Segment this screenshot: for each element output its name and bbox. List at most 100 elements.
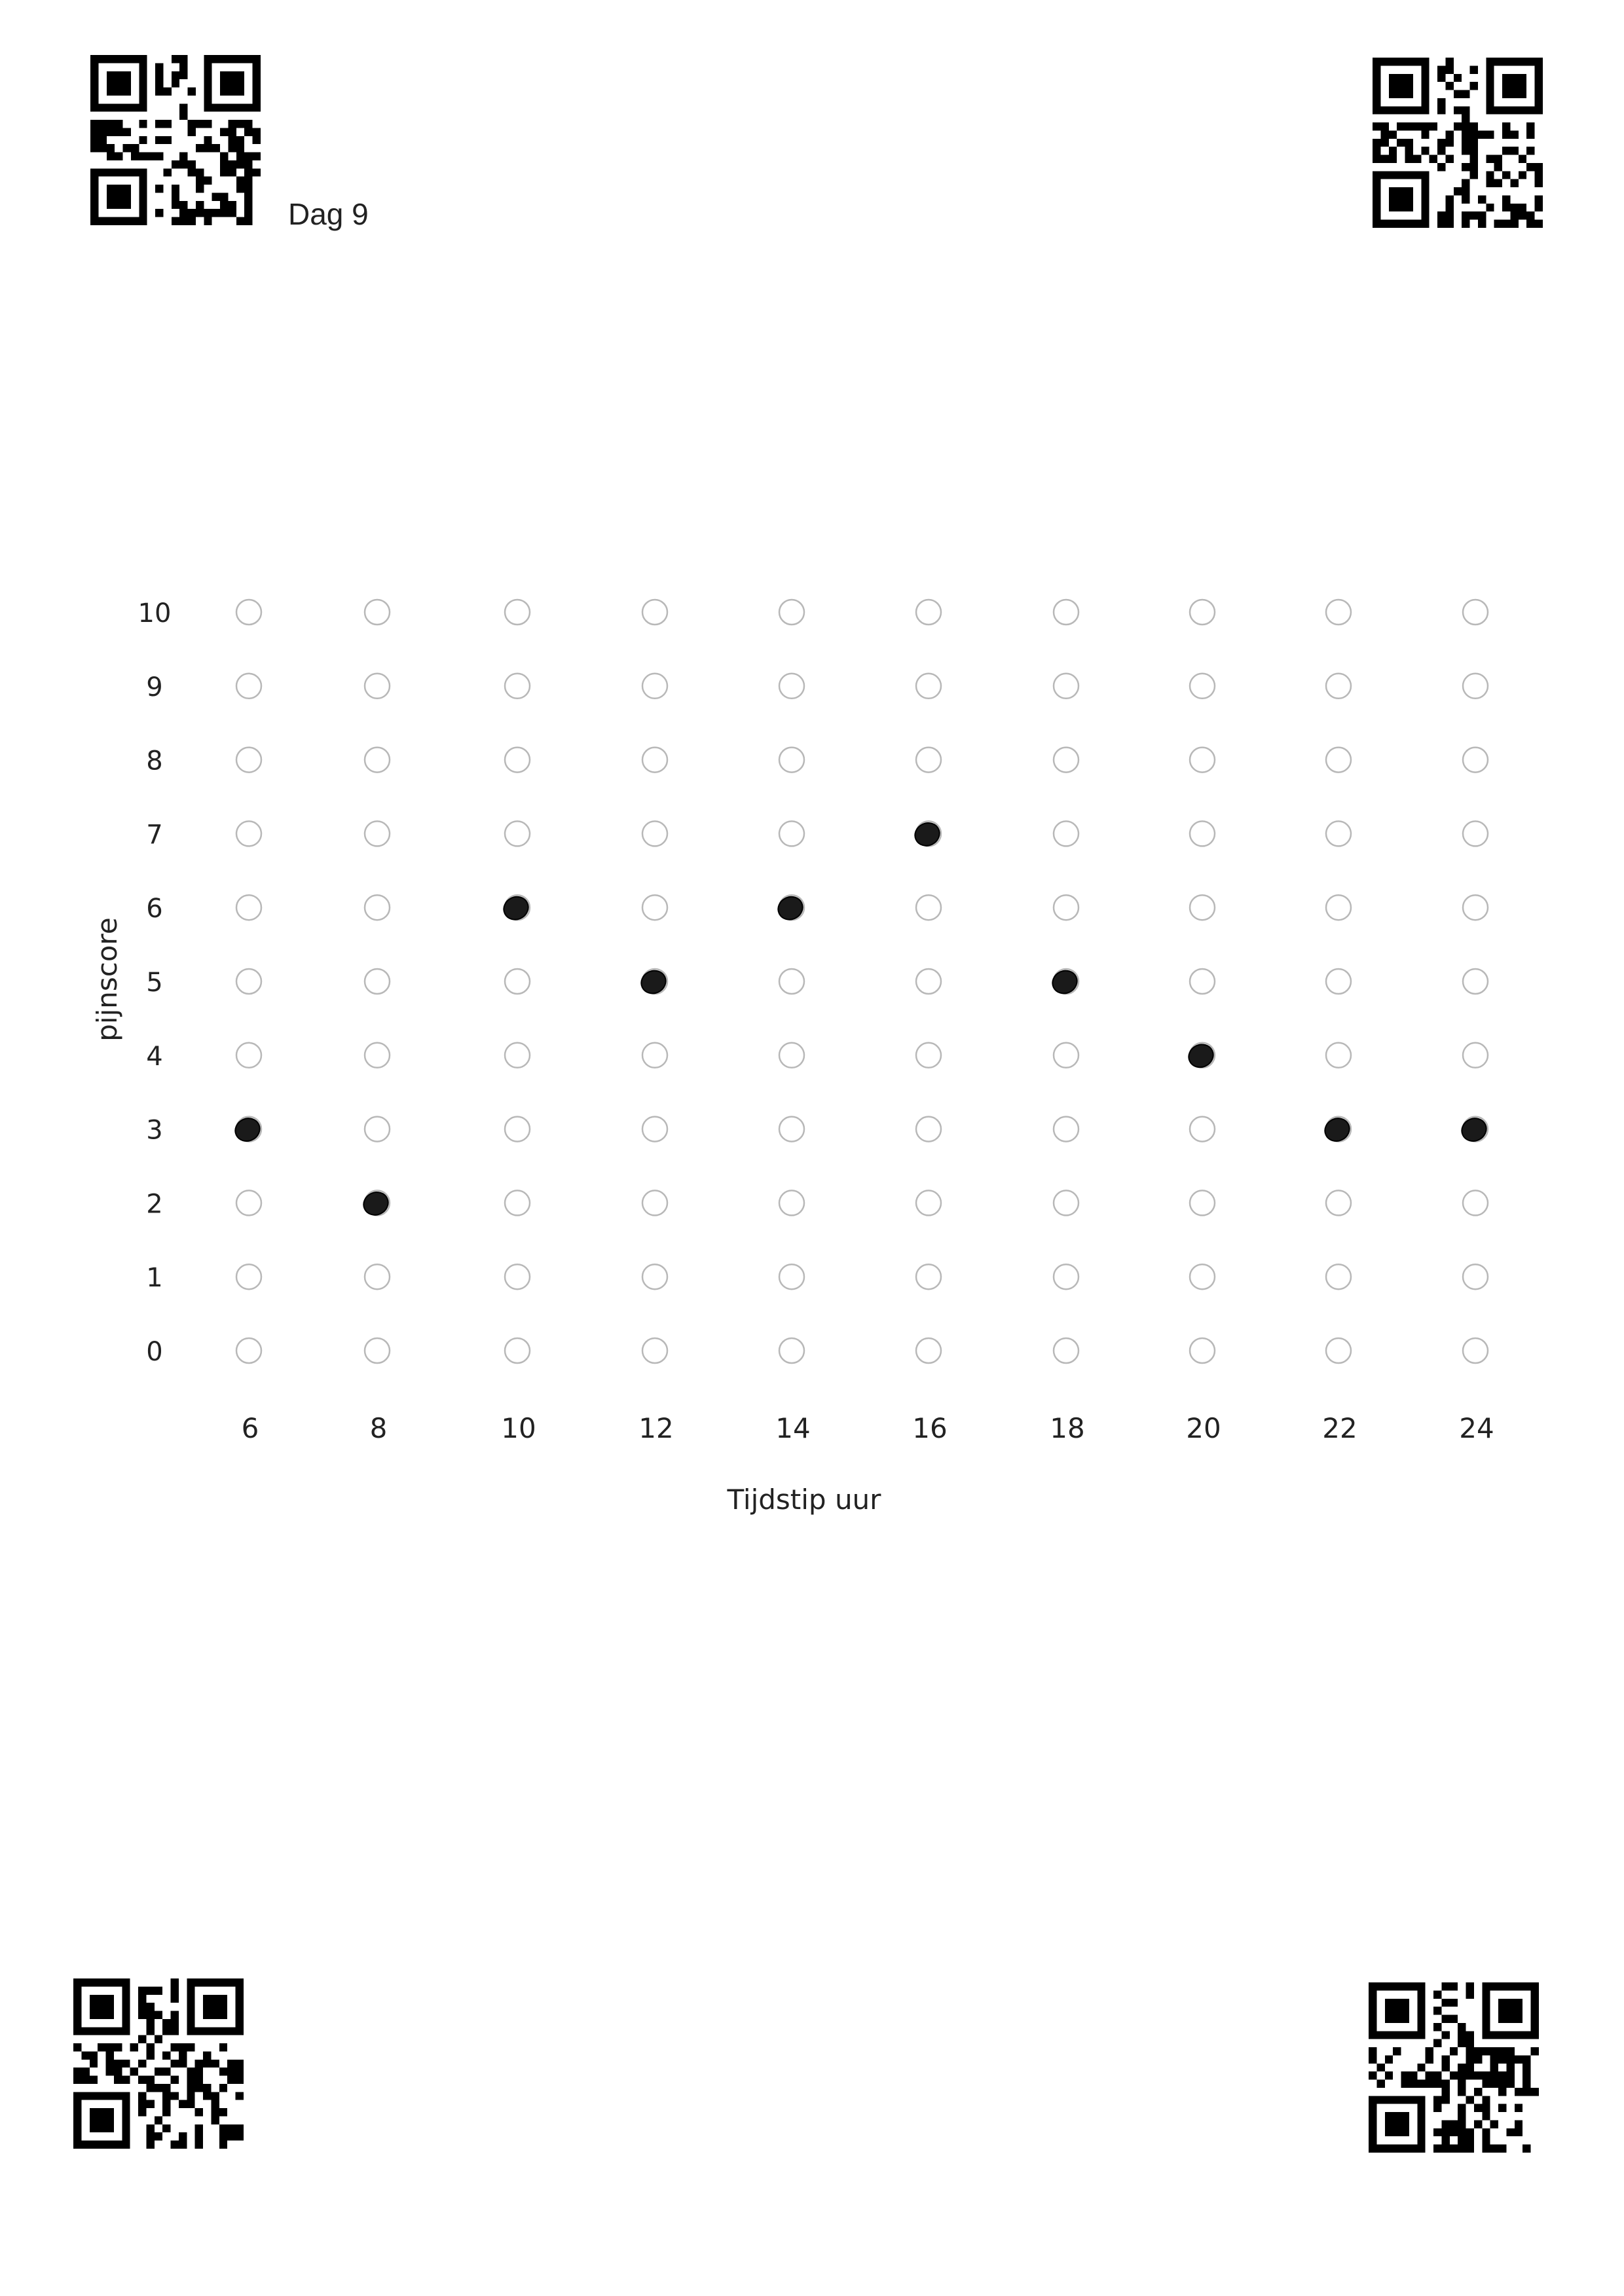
answer-circle — [1462, 820, 1489, 847]
answer-circle — [915, 1263, 942, 1290]
answer-circle — [1325, 894, 1352, 921]
data-points — [234, 822, 1487, 1216]
answer-circle — [778, 1337, 805, 1364]
answer-circle — [915, 1337, 942, 1364]
answer-circle — [235, 746, 263, 773]
answer-circle — [641, 894, 669, 921]
x-tick-label: 22 — [1322, 1412, 1357, 1444]
answer-circle — [1052, 1263, 1080, 1290]
answer-circle — [641, 1042, 669, 1069]
data-point — [777, 896, 803, 920]
answer-circle — [1325, 820, 1352, 847]
x-tick-label: 12 — [638, 1412, 673, 1444]
x-tick-label: 8 — [370, 1412, 388, 1444]
x-axis-ticks: 6 8 10 12 14 16 18 20 22 24 — [242, 1412, 1494, 1444]
answer-circle — [1189, 968, 1216, 995]
answer-circle — [363, 598, 391, 626]
answer-circle — [1325, 1190, 1352, 1216]
qr-code-bottom-left — [73, 1978, 244, 2149]
answer-circle — [363, 1337, 391, 1364]
y-tick-label: 7 — [146, 820, 162, 850]
answer-circle — [1052, 1042, 1080, 1069]
y-tick-label: 5 — [146, 968, 162, 998]
answer-circle — [915, 746, 942, 773]
answer-circle — [1189, 598, 1216, 626]
answer-circle — [1462, 1190, 1489, 1216]
y-tick-label: 1 — [146, 1263, 162, 1293]
answer-circle — [641, 1190, 669, 1216]
answer-circle — [1325, 746, 1352, 773]
y-axis-ticks: 0 1 2 3 4 5 6 7 8 9 10 — [138, 598, 172, 1367]
answer-circle — [1052, 1116, 1080, 1142]
answer-circle — [915, 1042, 942, 1069]
answer-circle — [778, 598, 805, 626]
answer-circle — [915, 968, 942, 995]
answer-circle — [504, 1337, 531, 1364]
data-point — [363, 1192, 389, 1216]
answer-circle — [778, 672, 805, 700]
x-tick-label: 6 — [242, 1412, 259, 1444]
answer-circle — [915, 1190, 942, 1216]
qr-code-top-right — [1373, 58, 1543, 228]
answer-circle — [1052, 746, 1080, 773]
answer-circle — [1325, 1042, 1352, 1069]
answer-circle — [1189, 746, 1216, 773]
x-tick-label: 10 — [501, 1412, 536, 1444]
answer-circle — [235, 672, 263, 700]
answer-circle — [504, 746, 531, 773]
answer-circle — [1052, 1337, 1080, 1364]
x-tick-label: 18 — [1050, 1412, 1084, 1444]
answer-circle — [1462, 968, 1489, 995]
qr-code-bottom-right — [1369, 1982, 1539, 2153]
answer-circle — [1462, 1042, 1489, 1069]
x-tick-label: 14 — [775, 1412, 810, 1444]
answer-circle — [1189, 1116, 1216, 1142]
answer-circle — [778, 1263, 805, 1290]
x-axis-label: Tijdstip uur — [727, 1484, 882, 1516]
answer-circle — [235, 1337, 263, 1364]
answer-circle — [235, 968, 263, 995]
answer-circle — [915, 598, 942, 626]
answer-circle — [641, 1116, 669, 1142]
answer-circle — [1325, 1337, 1352, 1364]
answer-circle — [915, 894, 942, 921]
y-axis-label: pijnscore — [91, 917, 123, 1041]
answer-circle — [1052, 894, 1080, 921]
answer-circle — [778, 1042, 805, 1069]
answer-circle — [235, 894, 263, 921]
answer-circle — [915, 1116, 942, 1142]
answer-circle — [363, 1116, 391, 1142]
answer-circle — [1052, 820, 1080, 847]
answer-circle — [1189, 820, 1216, 847]
answer-circle — [1189, 894, 1216, 921]
answer-circle — [1462, 894, 1489, 921]
data-point — [640, 970, 667, 994]
answer-circle — [915, 672, 942, 700]
answer-circle — [1052, 1190, 1080, 1216]
y-tick-label: 6 — [146, 894, 162, 924]
answer-circle — [363, 746, 391, 773]
answer-circle — [641, 820, 669, 847]
answer-circle — [235, 1263, 263, 1290]
answer-circle — [235, 1190, 263, 1216]
answer-circle — [363, 1263, 391, 1290]
y-tick-label: 3 — [146, 1116, 162, 1146]
answer-circle — [1189, 1337, 1216, 1364]
answer-circle — [504, 1042, 531, 1069]
answer-circle — [363, 1042, 391, 1069]
answer-circle — [1325, 672, 1352, 700]
answer-circle — [363, 968, 391, 995]
answer-circle — [504, 1190, 531, 1216]
answer-circle — [778, 1116, 805, 1142]
day-label: Dag 9 — [288, 197, 369, 231]
answer-circle — [778, 1190, 805, 1216]
answer-circle — [641, 598, 669, 626]
x-tick-label: 24 — [1459, 1412, 1494, 1444]
x-tick-label: 16 — [912, 1412, 947, 1444]
answer-circle — [235, 1042, 263, 1069]
y-tick-label: 9 — [146, 672, 162, 702]
answer-circle — [1325, 598, 1352, 626]
data-point — [503, 896, 529, 920]
answer-circle — [504, 598, 531, 626]
